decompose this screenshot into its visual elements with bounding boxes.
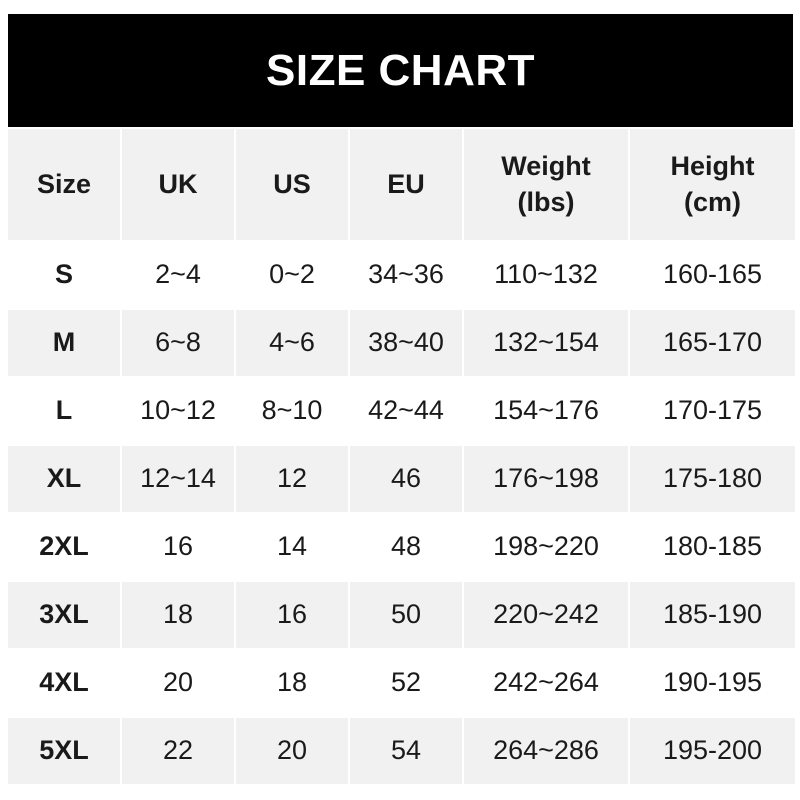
size-label-cell: 3XL: [8, 582, 120, 648]
table-cell-weight: 242~264: [464, 650, 628, 716]
size-label-cell: L: [8, 378, 120, 444]
table-cell-height: 185-190: [630, 582, 795, 648]
table-cell-us: 18: [236, 650, 348, 716]
table-cell-weight: 132~154: [464, 310, 628, 376]
column-header-weight: Weight (lbs): [464, 129, 628, 240]
size-label-cell: S: [8, 242, 120, 308]
column-header-size: Size: [8, 129, 120, 240]
table-cell-uk: 16: [122, 514, 234, 580]
table-cell-height: 175-180: [630, 446, 795, 512]
table-cell-weight: 154~176: [464, 378, 628, 444]
column-header-eu: EU: [350, 129, 462, 240]
table-cell-eu: 52: [350, 650, 462, 716]
size-label-cell: 2XL: [8, 514, 120, 580]
table-cell-uk: 12~14: [122, 446, 234, 512]
column-header-us: US: [236, 129, 348, 240]
table-cell-weight: 198~220: [464, 514, 628, 580]
table-cell-eu: 46: [350, 446, 462, 512]
table-cell-height: 180-185: [630, 514, 795, 580]
table-cell-us: 14: [236, 514, 348, 580]
table-cell-weight: 176~198: [464, 446, 628, 512]
column-header-height: Height (cm): [630, 129, 795, 240]
table-cell-weight: 264~286: [464, 718, 628, 784]
table-cell-eu: 38~40: [350, 310, 462, 376]
table-cell-eu: 50: [350, 582, 462, 648]
table-cell-uk: 20: [122, 650, 234, 716]
table-cell-eu: 48: [350, 514, 462, 580]
table-cell-uk: 22: [122, 718, 234, 784]
size-label-cell: XL: [8, 446, 120, 512]
table-cell-uk: 2~4: [122, 242, 234, 308]
table-cell-eu: 42~44: [350, 378, 462, 444]
table-cell-us: 0~2: [236, 242, 348, 308]
table-cell-height: 160-165: [630, 242, 795, 308]
table-cell-weight: 110~132: [464, 242, 628, 308]
table-cell-height: 165-170: [630, 310, 795, 376]
table-cell-height: 170-175: [630, 378, 795, 444]
table-cell-us: 20: [236, 718, 348, 784]
table-cell-us: 8~10: [236, 378, 348, 444]
size-table: Size UK US EU Weight (lbs) Height (cm) S 2~4 0~2…: [8, 129, 795, 784]
table-cell-eu: 34~36: [350, 242, 462, 308]
table-cell-weight: 220~242: [464, 582, 628, 648]
table-cell-eu: 54: [350, 718, 462, 784]
size-label-cell: 4XL: [8, 650, 120, 716]
table-cell-us: 12: [236, 446, 348, 512]
table-cell-height: 195-200: [630, 718, 795, 784]
table-cell-us: 4~6: [236, 310, 348, 376]
size-chart-title: SIZE CHART: [8, 14, 793, 127]
size-label-cell: 5XL: [8, 718, 120, 784]
table-cell-uk: 18: [122, 582, 234, 648]
table-cell-uk: 6~8: [122, 310, 234, 376]
table-cell-uk: 10~12: [122, 378, 234, 444]
column-header-uk: UK: [122, 129, 234, 240]
size-label-cell: M: [8, 310, 120, 376]
table-cell-us: 16: [236, 582, 348, 648]
table-cell-height: 190-195: [630, 650, 795, 716]
